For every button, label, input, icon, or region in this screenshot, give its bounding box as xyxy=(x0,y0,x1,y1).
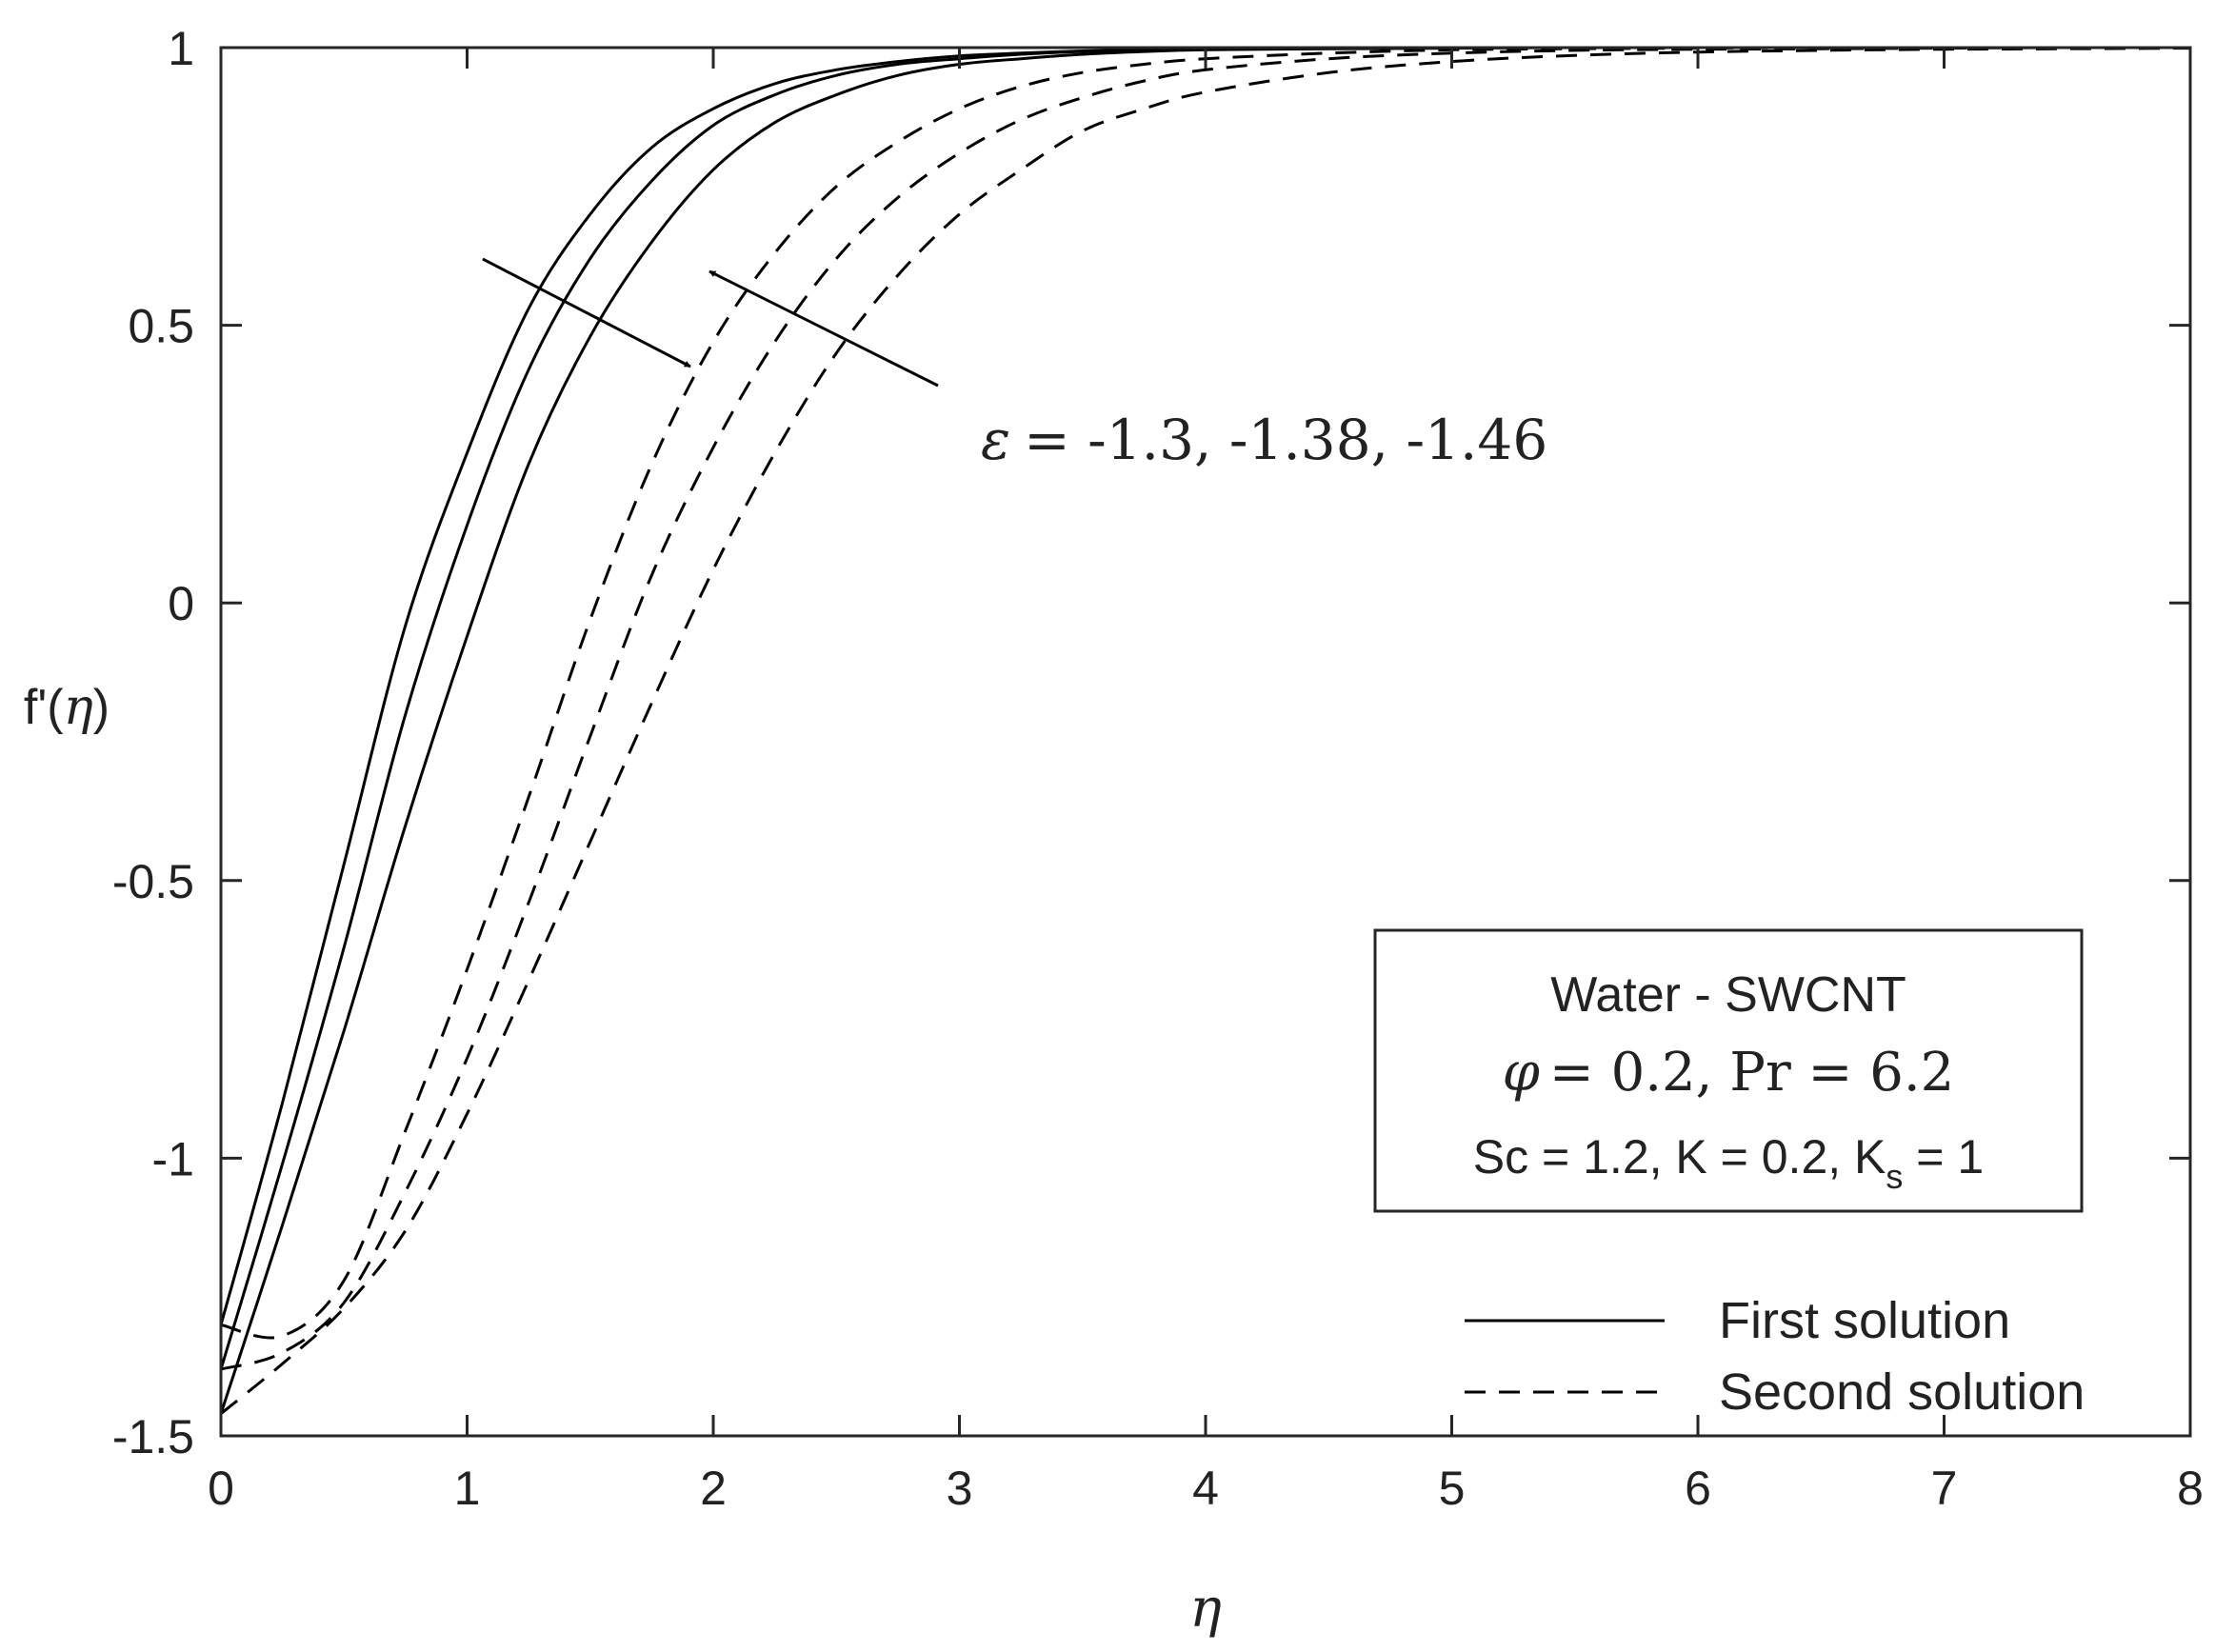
epsilon-annotation: ε = -1.3, -1.38, -1.46 xyxy=(981,408,1547,472)
arrow-second-solution xyxy=(708,269,939,388)
y-tick-label: -0.5 xyxy=(112,855,194,908)
y-axis-label: f'(η) xyxy=(24,679,110,736)
y-tick-label: 1 xyxy=(168,22,194,75)
parameter-box: Water - SWCNT φ = 0.2, Pr = 6.2 Sc = 1.2,… xyxy=(1373,928,2084,1213)
y-tick-label: 0.5 xyxy=(128,300,194,353)
legend: First solution Second solution xyxy=(1465,1292,2085,1421)
parameter-box-line3: Sc = 1.2, K = 0.2, Ks = 1 xyxy=(1473,1130,1984,1196)
parameter-box-frame xyxy=(1373,928,2084,1213)
x-tick-label: 5 xyxy=(1439,1462,1466,1515)
parameter-box-line1: Water - SWCNT xyxy=(1550,967,1906,1023)
y-tick-label: -1.5 xyxy=(112,1410,194,1463)
legend-label-second: Second solution xyxy=(1719,1363,2085,1421)
x-tick-label: 6 xyxy=(1685,1462,1711,1515)
x-tick-label: 3 xyxy=(947,1462,973,1515)
ticks-layer: 0 1 2 3 4 5 6 7 8 -1.5 -1 -0.5 0 0.5 1 xyxy=(112,22,2204,1515)
x-axis-label: η xyxy=(1189,1578,1222,1640)
x-tick-label: 0 xyxy=(208,1462,234,1515)
parameter-box-line2: φ = 0.2, Pr = 6.2 xyxy=(1503,1042,1955,1104)
plot-frame xyxy=(219,46,2192,1438)
y-tick-label: 0 xyxy=(168,577,194,630)
legend-label-first: First solution xyxy=(1719,1292,2010,1349)
x-tick-label: 2 xyxy=(700,1462,727,1515)
x-tick-label: 1 xyxy=(454,1462,481,1515)
x-tick-label: 8 xyxy=(2177,1462,2204,1515)
series-line-second-2 xyxy=(220,46,2191,1371)
y-tick-label: -1 xyxy=(152,1132,194,1185)
x-tick-label: 7 xyxy=(1931,1462,1958,1515)
x-tick-label: 4 xyxy=(1192,1462,1219,1515)
arrow-first-solution xyxy=(482,257,691,368)
